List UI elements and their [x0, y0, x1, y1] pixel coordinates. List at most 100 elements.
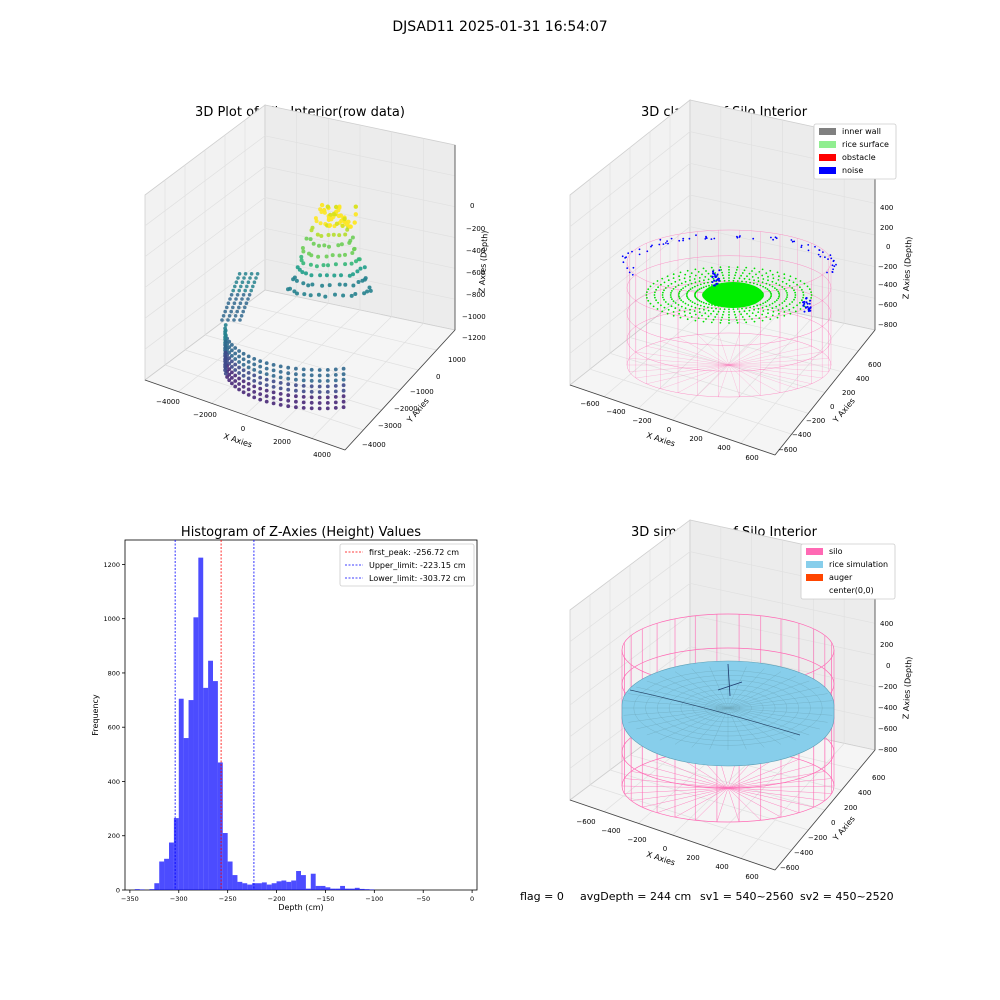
rice-surface-point [686, 295, 688, 298]
histogram-reference-lines [174, 540, 255, 890]
raw-data-point [288, 286, 292, 291]
rice-surface-point [778, 312, 780, 315]
noise-point [695, 234, 697, 237]
rice-mesh-ray [727, 707, 820, 730]
simulation-x-label: X Axies [645, 850, 676, 868]
raw-data-point [243, 272, 248, 276]
rice-mesh-ray [674, 671, 729, 709]
simulation-x-tick: −600 [576, 818, 595, 826]
silo-line [728, 364, 798, 389]
raw-data-point [343, 232, 348, 237]
rice-surface-point [799, 280, 802, 282]
raw-data-point [231, 288, 235, 293]
histogram-x-tick-label: −100 [365, 895, 383, 903]
rice-surface-point [702, 320, 705, 323]
simulation-x-tick: 200 [686, 854, 699, 862]
raw-data-point [252, 357, 257, 361]
silo-line [728, 351, 823, 366]
rice-surface-point [691, 301, 694, 303]
rice-surface-point [670, 282, 673, 285]
rice-surface-point [756, 304, 759, 307]
rice-surface-point [652, 282, 655, 285]
rice-surface-point [647, 299, 650, 302]
simulation-y-tick: 600 [872, 774, 885, 782]
rice-surface-point [775, 282, 778, 285]
histogram-bar [286, 881, 292, 890]
rice-surface-point [721, 316, 723, 319]
rice-surface-point [749, 281, 751, 284]
raw-z-tick: −1000 [462, 313, 486, 321]
raw-data-point [301, 389, 306, 394]
silo-line [718, 364, 730, 397]
raw-data-point [321, 207, 327, 213]
silo-line [646, 364, 730, 385]
noise-point [809, 306, 812, 309]
raw-data-point [326, 263, 330, 268]
sv1-text: sv1 = 540~2560 [700, 890, 794, 903]
noise-point [770, 236, 772, 239]
rice-surface-legend-label: rice surface [842, 140, 889, 149]
rice-surface-point [768, 304, 771, 306]
histogram-bar [252, 883, 257, 890]
raw-data-point [343, 262, 348, 267]
rice-surface-point [735, 316, 737, 319]
simulation-z-tick: −800 [878, 746, 897, 754]
inner-wall-legend-label: inner wall [842, 127, 881, 136]
histogram-bar [266, 884, 272, 890]
rice-surface-point [684, 280, 687, 283]
rice-surface-point [707, 278, 710, 281]
raw-data-point [334, 221, 340, 226]
rice-surface-point [799, 301, 801, 304]
rice-surface-point [669, 294, 672, 296]
noise-point [800, 244, 803, 247]
histogram-bar [315, 885, 321, 890]
rice-surface-point [770, 292, 772, 295]
histogram-bar [242, 883, 248, 890]
silo-line [624, 787, 729, 794]
silo-line [728, 337, 781, 366]
raw-data-point [301, 395, 306, 399]
simulation-x-tick: 600 [745, 873, 758, 881]
raw-data-point [271, 368, 276, 373]
raw-data-point [317, 243, 321, 248]
rice-surface-point [774, 301, 776, 303]
rice-surface-point [680, 288, 683, 291]
rice-surface-point [694, 285, 696, 288]
rice-surface-point [728, 308, 730, 311]
noise-point [705, 236, 707, 239]
raw-data-point [333, 378, 338, 383]
raw-data-point [258, 381, 263, 385]
rice-surface-point [738, 277, 741, 280]
classify-legend: inner wall rice surface obstacle noise [813, 123, 897, 180]
rice-surface-point [728, 316, 730, 319]
classify-points [621, 229, 837, 398]
silo-line [728, 358, 829, 366]
raw-y-tick: 0 [436, 373, 440, 381]
avg-depth-text: avgDepth = 244 cm [580, 890, 691, 903]
rice-surface-point [743, 277, 746, 280]
rice-surface-point [662, 296, 664, 299]
rice-surface-point [704, 312, 707, 314]
raw-data-point [233, 357, 238, 361]
rice-surface-point [745, 266, 748, 269]
histogram-bar [281, 880, 287, 890]
rice-surface-point [778, 294, 781, 296]
rice-surface-point [767, 275, 769, 278]
rice-surface-point [677, 294, 680, 296]
noise-point [650, 245, 652, 248]
rice-surface-point [689, 308, 691, 311]
histogram-bar [335, 888, 341, 890]
rice-surface-point [703, 282, 706, 285]
raw-data-point [223, 323, 228, 327]
rice-surface-point [768, 284, 771, 286]
rice-mesh-ray [727, 707, 782, 745]
raw-data-point [325, 379, 330, 383]
rice-surface-point [649, 302, 652, 305]
rice-surface-point [670, 305, 673, 308]
rice-surface-point [743, 269, 746, 272]
silo-line [624, 778, 729, 789]
noise-point [658, 243, 661, 246]
raw-data-point [252, 395, 257, 400]
rice-surface-point [775, 288, 778, 291]
histogram-bar [154, 883, 160, 890]
